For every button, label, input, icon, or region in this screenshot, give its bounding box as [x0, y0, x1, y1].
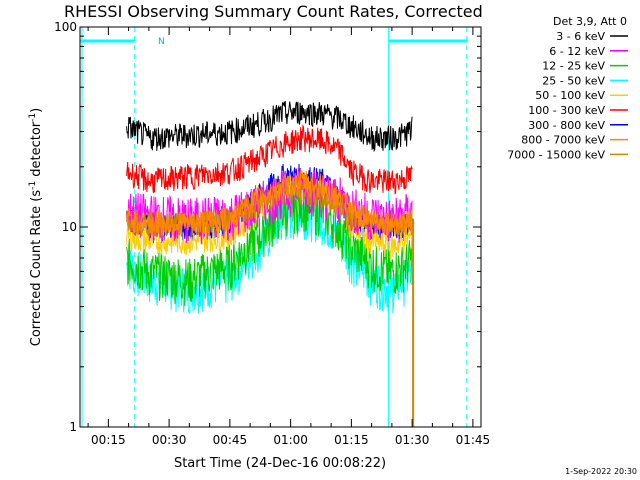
x-axis-label: Start Time (24-Dec-16 00:08:22): [174, 456, 386, 471]
y-axis-label-end: ): [29, 108, 44, 113]
y-axis-label-main: Corrected Count Rate (s: [29, 190, 44, 347]
legend-label: 300 - 800 keV: [528, 119, 605, 132]
legend-label: 100 - 300 keV: [528, 104, 605, 117]
plot-area: [80, 27, 468, 427]
legend-label: 25 - 50 keV: [542, 74, 605, 87]
series-line: [126, 101, 413, 153]
legend-label: 6 - 12 keV: [549, 45, 605, 58]
legend-title: Det 3,9, Att 0: [553, 15, 627, 28]
x-tick-label: 00:45: [213, 433, 248, 447]
legend-label: 50 - 100 keV: [535, 89, 605, 102]
legend-label: 3 - 6 keV: [556, 30, 605, 43]
x-tick-label: 01:15: [334, 433, 369, 447]
y-axis-label-sup1: -1: [28, 181, 38, 190]
x-tick-label: 01:45: [456, 433, 491, 447]
y-axis-label-mid: detector: [29, 121, 44, 181]
y-tick-label: 10: [62, 220, 77, 234]
legend-label: 7000 - 15000 keV: [507, 148, 605, 161]
y-tick-label: 1: [69, 420, 77, 434]
series-line: [126, 124, 413, 195]
night-marker-label: N: [158, 37, 165, 47]
chart-title: RHESSI Observing Summary Count Rates, Co…: [64, 2, 483, 21]
x-axis: 00:15 00:30 00:45 01:00 01:15 01:30 01:45: [87, 27, 491, 447]
y-tick-label: 100: [54, 20, 77, 34]
y-axis-label-sup2: -1: [28, 113, 38, 122]
footer-date: 1-Sep-2022 20:30: [565, 467, 637, 476]
x-tick-label: 01:00: [273, 433, 308, 447]
series-line: [126, 185, 413, 306]
legend-label: 12 - 25 keV: [542, 60, 605, 73]
legend-label: 800 - 7000 keV: [521, 134, 605, 147]
series-line: [126, 168, 413, 237]
x-tick-label: 00:15: [91, 433, 126, 447]
x-tick-label: 01:30: [395, 433, 430, 447]
y-axis: 1 10 100: [54, 20, 481, 434]
x-tick-label: 00:30: [152, 433, 187, 447]
series-line: [126, 167, 413, 245]
y-axis-label: Corrected Count Rate (s-1 detector-1): [28, 108, 44, 346]
